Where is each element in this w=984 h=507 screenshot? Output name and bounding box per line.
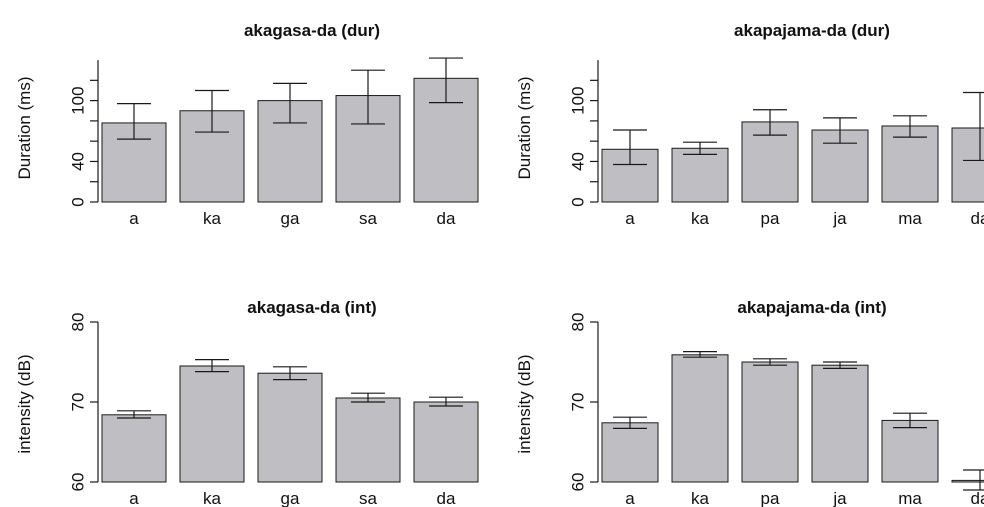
x-category-label: ka [203,209,222,228]
chart-panel-4: akapajama-da (int) intensity (dB) 60 70 80 a k… [515,298,984,507]
x-category-label: ja [832,209,847,228]
y-axis-label: intensity (dB) [15,354,34,453]
x-category-label: ka [203,489,222,507]
y-tick-label: 70 [569,393,588,412]
x-category-label: da [971,489,984,507]
bar-ga [257,372,323,483]
x-category-label: a [625,209,635,228]
bar-ka [671,354,729,483]
y-tick-label: 100 [569,86,588,114]
x-category-label: ja [832,489,847,507]
bar-da [951,127,984,203]
chart-panel-3: akagasa-da (int) intensity (dB) 60 70 80 a ka g… [15,298,479,507]
chart-title: akapajama-da (dur) [734,21,890,40]
bar-ja [811,364,869,483]
x-category-label: ka [691,209,710,228]
bar-ma [881,419,939,483]
x-category-label: a [129,209,139,228]
y-tick-label: 80 [569,313,588,332]
chart-title: akagasa-da (dur) [244,21,380,40]
x-category-label: sa [359,489,378,507]
chart-panel-2: akapajama-da (dur) Duration (ms) 0 40 100 a ka… [515,21,984,228]
x-category-label: pa [761,209,780,228]
x-category-label: sa [359,209,378,228]
bar-ka [671,147,729,203]
x-category-label: a [129,489,139,507]
y-tick-label: 40 [569,152,588,171]
y-tick-label: 60 [569,473,588,492]
bar-sa [335,397,401,483]
x-category-label: da [437,209,456,228]
bar-da [413,401,479,483]
bar-a [101,414,167,483]
x-category-label: da [971,209,984,228]
x-category-label: da [437,489,456,507]
y-tick-label: 0 [69,197,88,206]
x-category-label: ma [898,209,922,228]
x-category-label: ka [691,489,710,507]
bar-ma [881,125,939,203]
y-axis-label: Duration (ms) [515,77,534,180]
y-tick-label: 70 [69,393,88,412]
chart-title: akagasa-da (int) [247,298,376,317]
bar-ka [179,365,245,483]
chart-title: akapajama-da (int) [737,298,886,317]
x-category-label: ga [281,209,300,228]
x-category-label: ga [281,489,300,507]
y-tick-label: 0 [569,197,588,206]
x-category-label: a [625,489,635,507]
bar-ga [257,100,323,203]
bar-a [601,422,659,483]
bar-pa [741,361,799,483]
bar-da [951,479,984,483]
y-tick-label: 60 [69,473,88,492]
y-axis-label: Duration (ms) [15,77,34,180]
y-tick-label: 100 [69,86,88,114]
y-tick-label: 80 [69,313,88,332]
y-tick-label: 40 [69,152,88,171]
x-category-label: pa [761,489,780,507]
chart-panel-1: akagasa-da (dur) Duration (ms) 0 40 100 a ka ga… [15,21,479,228]
x-category-label: ma [898,489,922,507]
y-axis-label: intensity (dB) [515,354,534,453]
